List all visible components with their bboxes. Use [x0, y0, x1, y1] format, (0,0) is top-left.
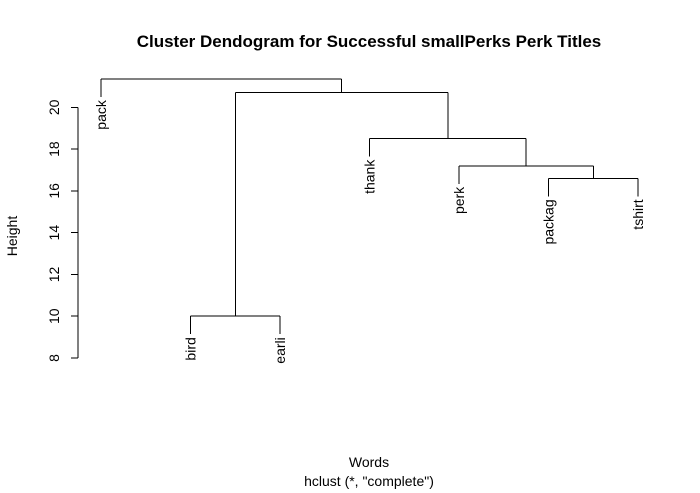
y-tick-label: 14: [46, 225, 62, 241]
y-axis: 8 10 12 14 16 18 20: [46, 99, 79, 362]
y-tick-label: 8: [46, 354, 62, 362]
leaf-label: earli: [272, 337, 288, 363]
y-tick-label: 16: [46, 183, 62, 199]
leaf-label: pack: [93, 99, 109, 130]
leaf-label: thank: [361, 159, 377, 194]
y-tick-label: 12: [46, 266, 62, 282]
leaf-labels: pack bird earli thank perk packag tshirt: [93, 99, 646, 364]
dendrogram-tree: [100, 78, 639, 335]
y-tick-label: 18: [46, 141, 62, 157]
x-axis-subtitle: hclust (*, "complete"): [304, 473, 434, 489]
y-axis-label: Height: [4, 216, 20, 257]
leaf-label: perk: [451, 186, 467, 214]
leaf-label: tshirt: [630, 199, 646, 229]
leaf-label: packag: [540, 199, 556, 244]
x-axis-label: Words: [349, 454, 389, 470]
leaf-label: bird: [182, 337, 198, 360]
y-tick-label: 20: [46, 99, 62, 115]
y-tick-label: 10: [46, 308, 62, 324]
chart-title: Cluster Dendogram for Successful smallPe…: [137, 32, 602, 51]
